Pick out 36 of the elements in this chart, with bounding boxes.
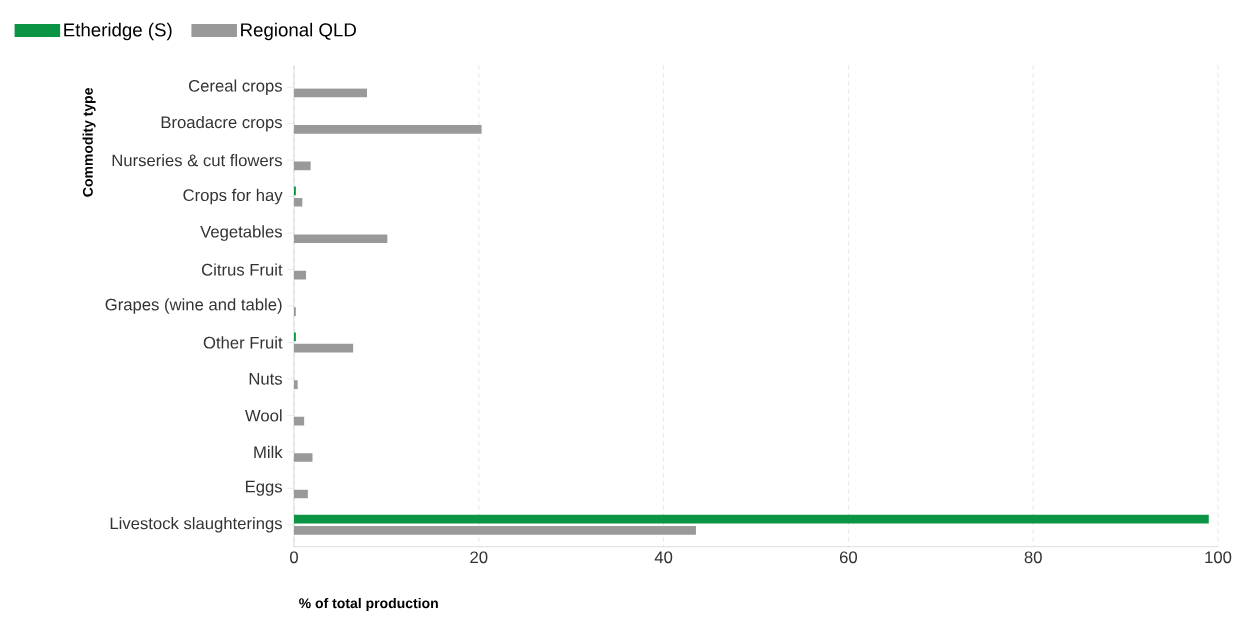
y-tick-label: Vegetables xyxy=(200,225,283,241)
x-tick-label: 80 xyxy=(1024,551,1042,564)
bar xyxy=(294,416,305,426)
y-tick-label: Eggs xyxy=(245,480,283,496)
x-tick-label: 60 xyxy=(839,551,858,564)
bar xyxy=(294,161,311,170)
x-tick-label: 100 xyxy=(1205,551,1232,564)
y-axis-title: Commodity type xyxy=(82,87,96,197)
bar xyxy=(294,124,482,134)
y-tick-label: Nuts xyxy=(249,372,283,385)
bar xyxy=(294,197,303,207)
x-tick-label: 20 xyxy=(470,551,488,564)
bar xyxy=(294,525,696,535)
y-tick-label: Wool xyxy=(245,409,282,422)
legend-label: Etheridge (S) xyxy=(64,22,172,41)
y-tick-label: Livestock slaughterings xyxy=(110,516,282,533)
y-tick-label: Other Fruit xyxy=(203,336,283,349)
y-tick-label: Grapes (wine and table) xyxy=(105,298,282,314)
bar xyxy=(294,514,1209,524)
x-tick-label: 0 xyxy=(290,551,298,564)
x-tick-label: 40 xyxy=(654,551,673,564)
bar xyxy=(294,88,367,98)
legend-label: Regional QLD xyxy=(241,22,356,41)
y-tick-label: Crops for hay xyxy=(183,188,283,205)
x-axis-title: % of total production xyxy=(299,597,438,611)
y-tick-label: Nurseries & cut flowers xyxy=(112,153,282,167)
y-tick-label: Cereal crops xyxy=(188,79,282,95)
bar xyxy=(294,380,298,389)
y-tick-label: Citrus Fruit xyxy=(201,263,283,276)
bar xyxy=(294,234,388,243)
bar xyxy=(294,343,354,353)
bar xyxy=(294,453,313,462)
bar xyxy=(294,489,308,499)
bar xyxy=(294,270,307,280)
y-tick-label: Broadacre crops xyxy=(161,115,282,132)
y-tick-label: Milk xyxy=(254,445,283,458)
